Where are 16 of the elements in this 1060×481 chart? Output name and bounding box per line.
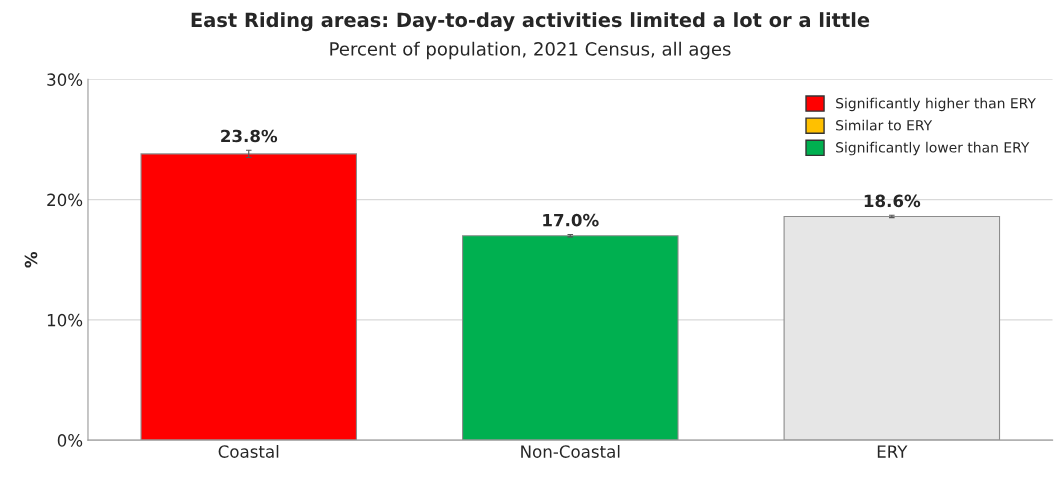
x-tick-label: Coastal <box>218 444 279 458</box>
y-tick-label: 0% <box>57 434 83 447</box>
legend-label: Similar to ERY <box>836 119 933 131</box>
y-tick-label: 10% <box>47 313 83 327</box>
data-label: 23.8% <box>221 129 278 143</box>
data-label: 17.0% <box>543 213 599 227</box>
y-axis-title: % <box>24 251 38 268</box>
x-tick-label: Non-Coastal <box>521 444 620 458</box>
legend-label: Significantly lower than ERY <box>836 141 1030 156</box>
y-tick-label: 20% <box>47 193 83 207</box>
legend-label: Significantly higher than ERY <box>836 97 1036 112</box>
x-tick-label: ERY <box>877 445 908 458</box>
data-label: 18.6% <box>864 194 921 208</box>
chart-subtitle: Percent of population, 2021 Census, all ages <box>330 41 731 60</box>
y-tick-label: 30% <box>47 73 83 86</box>
chart-title: East Riding areas: Day-to-day activities limited a lot or a little <box>191 12 870 32</box>
